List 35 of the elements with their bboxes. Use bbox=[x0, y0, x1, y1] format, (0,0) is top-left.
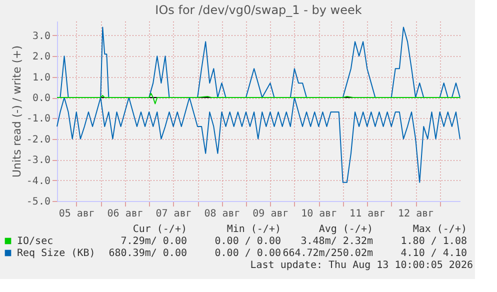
y-tick-label: 0.0 bbox=[32, 93, 50, 104]
y-tick-label: 3.0 bbox=[32, 30, 50, 42]
x-tick-label: 10 авг bbox=[301, 208, 338, 220]
x-tick-label: 05 авг bbox=[58, 208, 95, 220]
text: Max (-/+) bbox=[412, 224, 467, 235]
text: 1.80 / 1.08 bbox=[400, 236, 467, 247]
y-tick-label: -1.0 bbox=[26, 114, 50, 125]
x-tick-label: 08 авг bbox=[204, 208, 240, 220]
y-tick-label: -2.0 bbox=[26, 134, 50, 146]
text: 0.00 / 0.00 bbox=[214, 248, 281, 259]
x-tick-label: 06 авг bbox=[107, 208, 144, 220]
y-tick-label: -3.0 bbox=[26, 155, 50, 166]
y-tick-label: -4.0 bbox=[26, 176, 50, 187]
text: 664.72m/250.02m bbox=[282, 248, 373, 259]
text: 680.39m/ 0.00 bbox=[108, 248, 187, 259]
y-tick-label: 1.0 bbox=[32, 72, 50, 84]
text: Avg (-/+) bbox=[318, 224, 373, 235]
legend-label: Req Size (KB) bbox=[17, 248, 96, 259]
legend-label: IO/sec bbox=[17, 236, 54, 247]
text: 0.00 / 0.00 bbox=[214, 236, 281, 247]
x-tick-label: 12 авг bbox=[398, 208, 434, 220]
x-tick-label: 07 авг bbox=[156, 208, 192, 220]
text: Min (-/+) bbox=[226, 224, 281, 235]
y-tick-label: -5.0 bbox=[26, 196, 50, 208]
text: Last update: Thu Aug 13 10:00:05 2026 bbox=[250, 260, 473, 271]
text: 3.48m/ 2.32m bbox=[300, 236, 373, 247]
text: 4.10 / 4.10 bbox=[400, 248, 467, 259]
x-tick-label: 09 авг bbox=[252, 208, 289, 220]
line-series bbox=[56, 92, 460, 104]
chart-title: IOs for /dev/vg0/swap_1 - by week bbox=[155, 3, 362, 17]
text: 7.29m/ 0.00 bbox=[120, 236, 187, 247]
y-tick-label: 2.0 bbox=[32, 52, 50, 63]
x-tick-label: 11 авг bbox=[350, 208, 386, 220]
y-axis-title: Units read (-) / write (+) bbox=[10, 45, 24, 178]
text: Cur (-/+) bbox=[132, 224, 187, 235]
